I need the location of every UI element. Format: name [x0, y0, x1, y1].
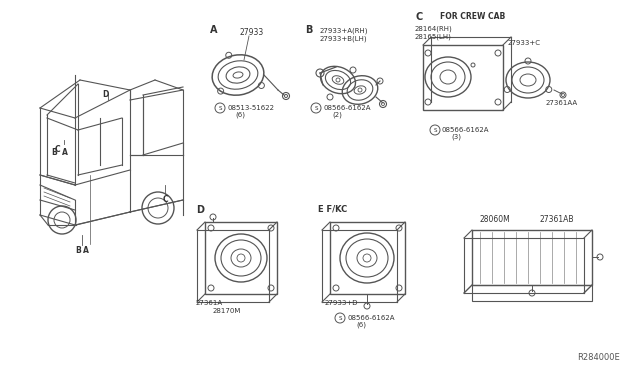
Bar	[472, 285, 592, 301]
Text: D: D	[102, 90, 108, 99]
Text: S: S	[339, 315, 342, 321]
Text: 08566-6162A: 08566-6162A	[347, 315, 394, 321]
Text: 27933+C: 27933+C	[508, 40, 541, 46]
Text: 27933+D: 27933+D	[325, 300, 358, 306]
Text: 28060M: 28060M	[480, 215, 511, 224]
Text: D: D	[196, 205, 204, 215]
Text: C: C	[415, 12, 422, 22]
Text: 27933+B(LH): 27933+B(LH)	[320, 36, 367, 42]
Text: E F/KC: E F/KC	[318, 205, 348, 214]
Text: B: B	[75, 246, 81, 255]
Bar	[205, 222, 277, 294]
Text: 27933+A(RH): 27933+A(RH)	[320, 28, 369, 35]
Text: S: S	[433, 128, 436, 132]
Text: (6): (6)	[235, 112, 245, 119]
Text: B: B	[51, 148, 57, 157]
Text: FOR CREW CAB: FOR CREW CAB	[440, 12, 505, 21]
Text: 28170M: 28170M	[213, 308, 241, 314]
Text: A: A	[210, 25, 218, 35]
Text: A: A	[62, 148, 68, 157]
Text: 27361AB: 27361AB	[540, 215, 575, 224]
Text: B: B	[305, 25, 312, 35]
Text: 08513-51622: 08513-51622	[227, 105, 274, 111]
Text: 08566-6162A: 08566-6162A	[442, 127, 490, 133]
Text: 28164(RH): 28164(RH)	[415, 25, 452, 32]
Text: 28165(LH): 28165(LH)	[415, 33, 452, 39]
Text: R284000E: R284000E	[577, 353, 620, 362]
Bar	[330, 222, 405, 294]
Text: (3): (3)	[451, 134, 461, 141]
Text: C: C	[54, 145, 60, 154]
Text: (6): (6)	[356, 322, 366, 328]
Text: 27361A: 27361A	[196, 300, 223, 306]
Text: S: S	[314, 106, 317, 110]
Text: 27933: 27933	[240, 28, 264, 37]
Bar	[423, 45, 503, 110]
Text: C: C	[162, 195, 168, 204]
Text: (2): (2)	[332, 112, 342, 119]
Text: 08566-6162A: 08566-6162A	[323, 105, 371, 111]
Text: A: A	[83, 246, 89, 255]
Text: S: S	[218, 106, 221, 110]
Bar	[472, 230, 592, 285]
Text: 27361AA: 27361AA	[546, 100, 578, 106]
